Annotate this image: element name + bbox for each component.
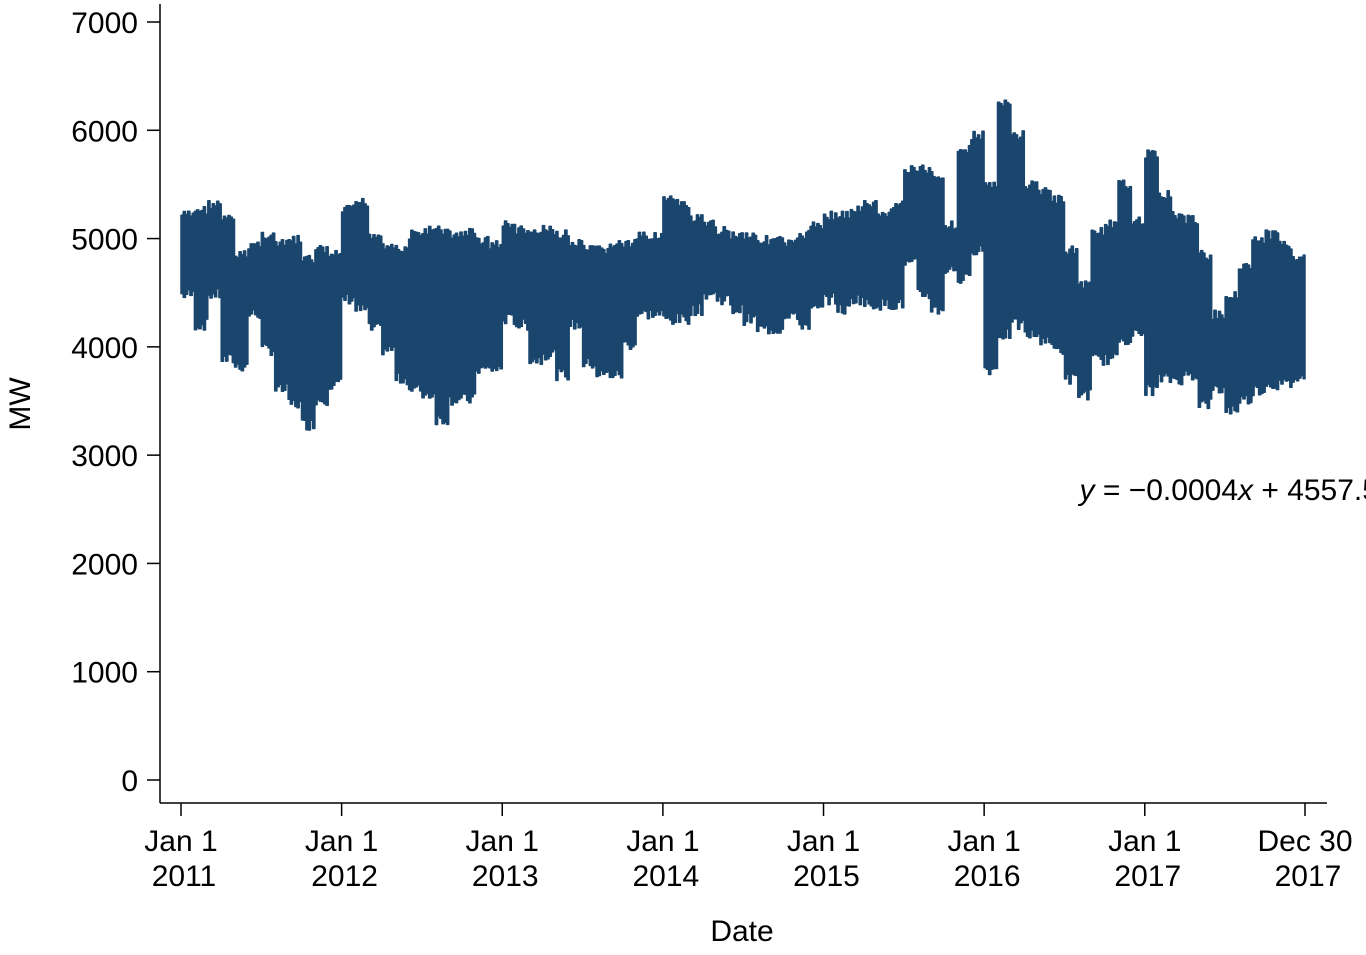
x-tick-label-line2: 2011 [152,860,217,893]
y-tick-label: 5000 [71,224,138,257]
annot-y: y [1078,474,1097,507]
annot-tail: + 4557.5 [1253,474,1366,507]
y-axis-label: MW [4,377,37,431]
annot-rest: = −0.0004 [1095,474,1238,507]
y-ticks: 0 1000 2000 3000 4000 5000 6000 7000 [71,7,160,798]
x-tick-label-line1: Jan 1 [1108,825,1181,858]
y-tick-label: 6000 [71,115,138,148]
x-tick-label-line2: 2017 [1275,860,1342,893]
x-axis-label: Date [710,915,773,948]
x-tick-label-line2: 2015 [793,860,860,893]
x-tick-label-line2: 2013 [472,860,539,893]
y-tick-label: 4000 [71,332,138,365]
x-tick-label-line1: Jan 1 [947,825,1020,858]
x-tick-label-line2: 2017 [1114,860,1181,893]
data-band [180,99,1306,431]
x-tick-label-line1: Jan 1 [466,825,539,858]
x-tick-label-line1: Dec 30 [1257,825,1352,858]
x-tick-label-line2: 2012 [311,860,378,893]
x-tick-label-line2: 2016 [954,860,1021,893]
x-tick-label-line1: Jan 1 [305,825,378,858]
x-tick-label-line2: 2014 [633,860,700,893]
y-tick-label: 0 [121,765,138,798]
x-tick-label-line1: Jan 1 [626,825,699,858]
x-tick-label-line1: Jan 1 [144,825,217,858]
annot-x: x [1236,474,1254,507]
y-tick-label: 2000 [71,548,138,581]
y-tick-label: 3000 [71,440,138,473]
y-tick-label: 1000 [71,657,138,690]
trend-annotation: y = −0.0004x + 4557.5 [1078,474,1366,507]
mw-band [180,99,1306,431]
y-tick-label: 7000 [71,7,138,40]
x-tick-label-line1: Jan 1 [787,825,860,858]
